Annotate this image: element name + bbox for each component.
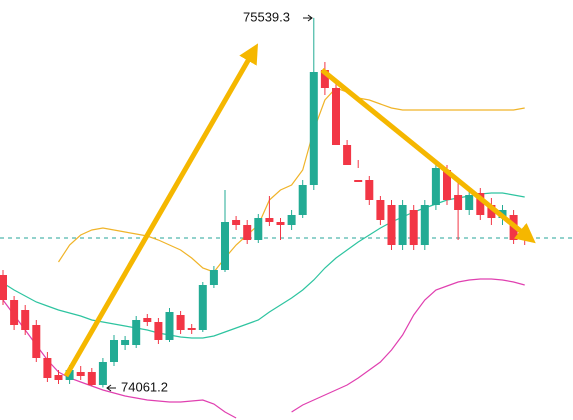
candle-body (332, 88, 340, 145)
candle-body (132, 320, 141, 345)
candle-body (165, 312, 174, 340)
candle-body (409, 210, 418, 245)
indicator-line (57, 87, 525, 273)
candle-body (443, 170, 451, 200)
candle-body (121, 340, 130, 345)
candle-body (420, 205, 429, 245)
candle-body (221, 222, 229, 270)
candle-body (276, 222, 285, 225)
high-label: 75539.3 (243, 9, 290, 24)
candle-body (354, 180, 363, 182)
candle-body (176, 315, 185, 330)
candle-body (87, 372, 96, 385)
candle-body (154, 322, 163, 340)
indicator-lines (0, 87, 573, 419)
candle-body (209, 270, 218, 285)
candle-body (387, 205, 396, 245)
trend-arrow-down (320, 68, 536, 244)
candle-body (309, 72, 318, 185)
candle-body (343, 145, 352, 165)
candle-body (43, 358, 52, 378)
candle-body (365, 180, 374, 200)
candle-body (243, 225, 252, 240)
candle-body (10, 300, 19, 325)
candle-body (143, 318, 152, 322)
candle-body (465, 195, 474, 210)
candle-body (376, 200, 385, 220)
candle-body (398, 205, 407, 245)
candle-body (98, 362, 107, 385)
candle-body (476, 193, 485, 215)
candle-body (232, 220, 241, 225)
candle-body (76, 372, 85, 376)
candle-body (298, 185, 307, 215)
candle-body (454, 195, 463, 210)
low-label: 74061.2 (121, 379, 168, 394)
candle-body (65, 370, 74, 380)
candle-body (110, 340, 118, 362)
trend-arrow-up (63, 43, 258, 378)
candle-body (265, 218, 274, 222)
low-pointer (106, 384, 116, 392)
candle-body (320, 70, 329, 88)
candle-body (198, 285, 207, 330)
candles (0, 17, 529, 388)
candle-body (54, 375, 63, 380)
candle-body (187, 328, 196, 330)
indicator-line (2, 278, 525, 419)
candle-body (254, 218, 263, 240)
candle-body (431, 168, 440, 205)
candle-body (287, 215, 296, 225)
candle-body (487, 205, 496, 218)
high-pointer (303, 14, 313, 22)
candle-body (32, 325, 41, 358)
candle-body (21, 310, 30, 330)
candle-body (0, 275, 7, 300)
indicator-line (2, 192, 525, 339)
